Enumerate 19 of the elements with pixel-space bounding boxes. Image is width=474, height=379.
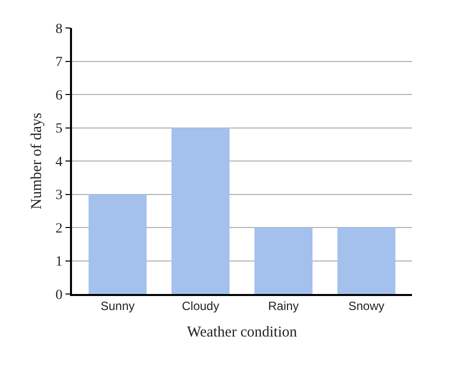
y-tick-label: 5 [55,122,62,137]
y-tick-label: 1 [55,254,62,270]
x-tick-label: Snowy [348,299,384,314]
x-tick-label: Sunny [100,299,135,314]
x-axis-title: Weather condition [186,324,298,341]
y-tick-label: 8 [55,22,62,37]
y-tick-label: 7 [55,55,62,70]
y-tick-label: 3 [55,188,62,204]
y-tick-label: 0 [55,288,62,303]
y-axis-title: Number of days [29,112,46,210]
bar [172,128,230,294]
y-tick-label: 6 [55,88,62,104]
x-tick-label: Cloudy [182,299,220,314]
bar [88,194,147,294]
bar [254,228,312,294]
y-tick-label: 4 [55,154,62,170]
x-tick-label: Rainy [268,299,299,314]
y-tick-label: 2 [55,221,62,236]
bar [337,228,396,294]
